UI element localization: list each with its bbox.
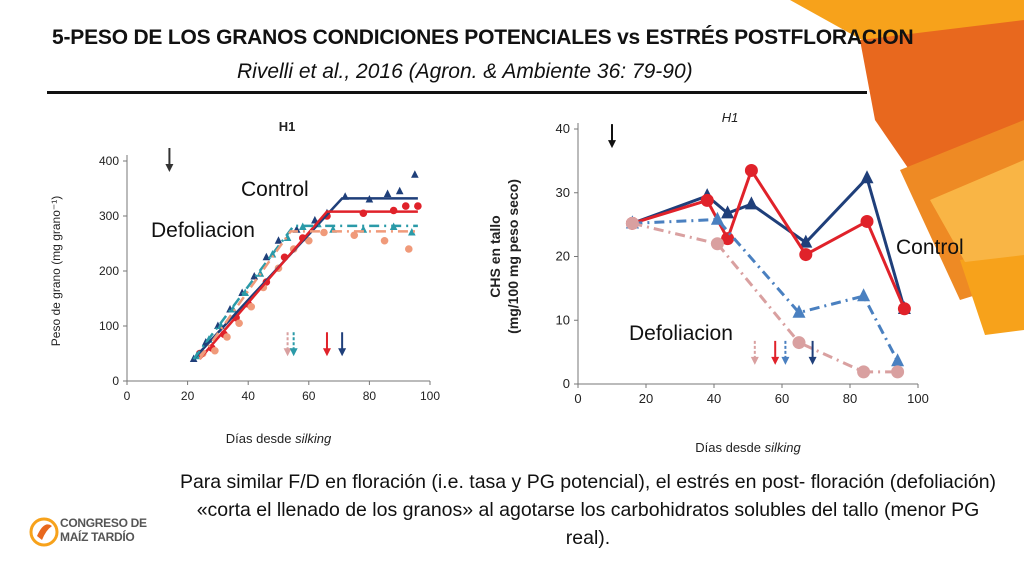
chart2-series-point-3 bbox=[857, 365, 871, 379]
chart1-point-s3 bbox=[247, 302, 256, 311]
chart1-fit-line-0 bbox=[192, 197, 418, 360]
chart1-y-tick-label: 200 bbox=[99, 264, 119, 278]
chart2-x-tick-label: 0 bbox=[574, 391, 581, 406]
chart1-point-s3 bbox=[211, 346, 219, 355]
chart1-x-label-italic: silking bbox=[295, 431, 332, 446]
chart1-annotation-control: Control bbox=[241, 178, 309, 201]
chart1-point-s3 bbox=[305, 236, 313, 245]
chart1-arrow-4-head bbox=[338, 348, 347, 357]
logo-line-2: MAÍZ TARDÍO bbox=[60, 530, 135, 544]
chart1-x-tick-label: 60 bbox=[302, 389, 316, 403]
title-divider bbox=[47, 91, 867, 94]
chart2-x-label-text: Días desde bbox=[695, 440, 764, 455]
chart1-point-s1 bbox=[401, 202, 410, 210]
chart1-y-tick-label: 400 bbox=[99, 154, 119, 168]
chart1-annotation-defoliacion: Defoliacion bbox=[151, 219, 255, 242]
chart2-y-label-line2: (mg/100 mg peso seco) bbox=[505, 179, 521, 334]
chart2-y-tick-label: 40 bbox=[556, 121, 570, 136]
chart2-arrow-3-head bbox=[781, 356, 790, 365]
chart2-series-point-3 bbox=[710, 237, 724, 251]
chart2-arrow-1-head bbox=[750, 356, 759, 365]
chart2-y-tick-label: 30 bbox=[556, 185, 570, 200]
chart1-x-tick-label: 0 bbox=[124, 389, 131, 403]
chart2-series-point-1 bbox=[700, 193, 714, 207]
chart2-series-point-3 bbox=[891, 365, 905, 379]
chart2-y-tick-label: 10 bbox=[556, 312, 570, 327]
chart1-x-tick-label: 100 bbox=[420, 389, 440, 403]
chart2-arrow-2-head bbox=[771, 356, 780, 365]
chart1-arrow-3-head bbox=[322, 348, 331, 357]
chart1-point-s0 bbox=[395, 186, 404, 195]
chart2-x-label-italic: silking bbox=[765, 440, 802, 455]
chart1-point-s0 bbox=[274, 236, 283, 244]
chart1-y-tick-label: 0 bbox=[112, 374, 119, 388]
chart1-point-s2 bbox=[256, 269, 265, 277]
chart1-y-tick-label: 100 bbox=[99, 319, 119, 333]
chart2-series-point-0 bbox=[860, 170, 874, 184]
chart1-point-s0 bbox=[383, 189, 392, 198]
chart2-x-tick-label: 60 bbox=[775, 391, 789, 406]
chart1-arrow-0-head bbox=[165, 164, 174, 172]
chart2-x-tick-label: 20 bbox=[639, 391, 653, 406]
chart1-point-s3 bbox=[223, 333, 231, 341]
chart2-y-label-line1: CHS en tallo bbox=[487, 215, 503, 297]
chart2-x-tick-label: 40 bbox=[707, 391, 721, 406]
chart2-series-point-2 bbox=[710, 211, 724, 225]
logo-line-1: CONGRESO DE bbox=[60, 516, 147, 530]
chart2-y-tick-label: 0 bbox=[563, 376, 570, 391]
chart2-series-point-1 bbox=[860, 214, 874, 228]
chart2-series-point-2 bbox=[891, 353, 905, 367]
chart1-point-s0 bbox=[250, 271, 259, 280]
chart1-point-s2 bbox=[268, 249, 277, 258]
chart1-fit-line-1 bbox=[198, 210, 418, 360]
chart1-point-s3 bbox=[380, 236, 389, 245]
chart2-arrow-0-head bbox=[608, 140, 616, 149]
chart2-series-point-1 bbox=[744, 163, 758, 177]
chart2-series-point-2 bbox=[792, 304, 806, 318]
chart1-x-label-text: Días desde bbox=[226, 431, 295, 446]
chart2-x-tick-label: 80 bbox=[843, 391, 857, 406]
congreso-logo-icon bbox=[29, 517, 59, 547]
chart1-x-tick-label: 80 bbox=[363, 389, 377, 403]
chart1-fit-line-3 bbox=[198, 230, 418, 360]
chart2-y-tick-label: 20 bbox=[556, 249, 570, 264]
chart1-y-label: Peso de grano (mg grano⁻¹) bbox=[49, 196, 63, 346]
chart2-series-point-3 bbox=[625, 216, 639, 230]
chart1-x-tick-label: 40 bbox=[242, 389, 256, 403]
chart1-arrow-2-head bbox=[289, 348, 298, 357]
footer-text: Para similar F/D en floración (i.e. tasa… bbox=[179, 471, 997, 549]
chart2-series-point-1 bbox=[721, 232, 735, 246]
chart1-x-tick-label: 20 bbox=[181, 389, 195, 403]
slide-title: 5-PESO DE LOS GRANOS CONDICIONES POTENCI… bbox=[52, 26, 914, 49]
chart1-title: H1 bbox=[279, 119, 296, 134]
chart1-point-s2 bbox=[408, 227, 416, 236]
chart2-x-tick-label: 100 bbox=[907, 391, 929, 406]
chart1-point-s0 bbox=[411, 170, 419, 178]
chart2-series-point-0 bbox=[744, 196, 758, 210]
chart1-point-s3 bbox=[350, 231, 359, 240]
chart1-y-tick-label: 300 bbox=[99, 209, 119, 223]
chart1-point-s3 bbox=[404, 245, 413, 253]
chart1-arrow-1-head bbox=[283, 348, 292, 357]
chart2-arrow-4-head bbox=[808, 356, 817, 365]
chart1-fit-line-2 bbox=[192, 224, 418, 360]
chart2-annotation-defoliacion: Defoliacion bbox=[629, 322, 733, 345]
chart2-series-point-0 bbox=[721, 205, 735, 219]
chart2-series-point-2 bbox=[857, 288, 871, 302]
chart1-point-s1 bbox=[414, 202, 422, 210]
chart2-series-point-0 bbox=[799, 234, 813, 248]
chart2-series-line-1 bbox=[631, 167, 906, 310]
chart1-point-s2 bbox=[298, 222, 307, 231]
chart2-series-point-1 bbox=[799, 248, 813, 262]
chart1-x-label: Días desde silking bbox=[226, 431, 332, 446]
chart2-series-point-1 bbox=[897, 302, 911, 316]
chart2-title: H1 bbox=[722, 110, 739, 125]
chart2-annotation-control: Control bbox=[896, 236, 964, 259]
slide-subtitle: Rivelli et al., 2016 (Agron. & Ambiente … bbox=[237, 60, 693, 83]
chart1-point-s3 bbox=[235, 319, 243, 328]
chart2-x-label: Días desde silking bbox=[695, 440, 801, 455]
chart2-series-point-3 bbox=[792, 336, 806, 350]
